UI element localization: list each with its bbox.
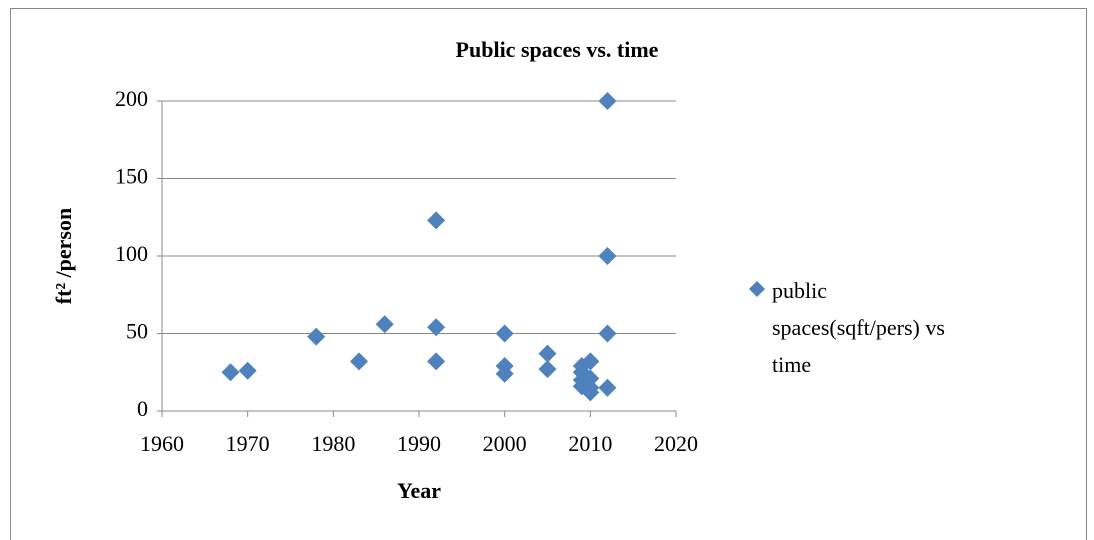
point xyxy=(427,318,446,337)
x-tick-label: 2020 xyxy=(654,431,698,456)
point xyxy=(581,369,600,388)
x-tick-label: 2010 xyxy=(568,431,612,456)
y-axis-label: ft² /person xyxy=(51,208,76,304)
legend-label: public spaces(sqft/pers) vs time xyxy=(772,278,945,377)
y-tick-label: 200 xyxy=(115,86,148,111)
point xyxy=(307,327,326,346)
chart-title: Public spaces vs. time xyxy=(456,37,659,62)
point xyxy=(221,363,240,382)
x-tick-label: 1970 xyxy=(226,431,270,456)
point xyxy=(427,352,446,371)
point xyxy=(598,92,617,110)
legend-marker xyxy=(749,281,765,297)
point xyxy=(581,352,600,371)
point xyxy=(598,247,617,265)
x-tick-label: 1990 xyxy=(397,431,441,456)
point xyxy=(350,352,369,371)
point xyxy=(598,378,617,397)
point xyxy=(375,315,394,334)
y-tick-label: 0 xyxy=(137,396,148,421)
point xyxy=(495,324,514,343)
chart-border xyxy=(10,8,1087,540)
x-tick-label: 2000 xyxy=(483,431,527,456)
y-tick-label: 100 xyxy=(115,241,148,266)
point xyxy=(598,324,617,343)
x-axis-label: Year xyxy=(397,478,441,503)
point xyxy=(581,383,600,402)
x-tick-label: 1960 xyxy=(140,431,184,456)
y-tick-label: 150 xyxy=(115,164,148,189)
x-tick-label: 1980 xyxy=(311,431,355,456)
point xyxy=(538,344,557,363)
point xyxy=(538,360,557,379)
y-tick-label: 50 xyxy=(126,319,148,344)
point xyxy=(495,364,514,383)
point xyxy=(238,361,257,380)
point xyxy=(427,211,446,230)
